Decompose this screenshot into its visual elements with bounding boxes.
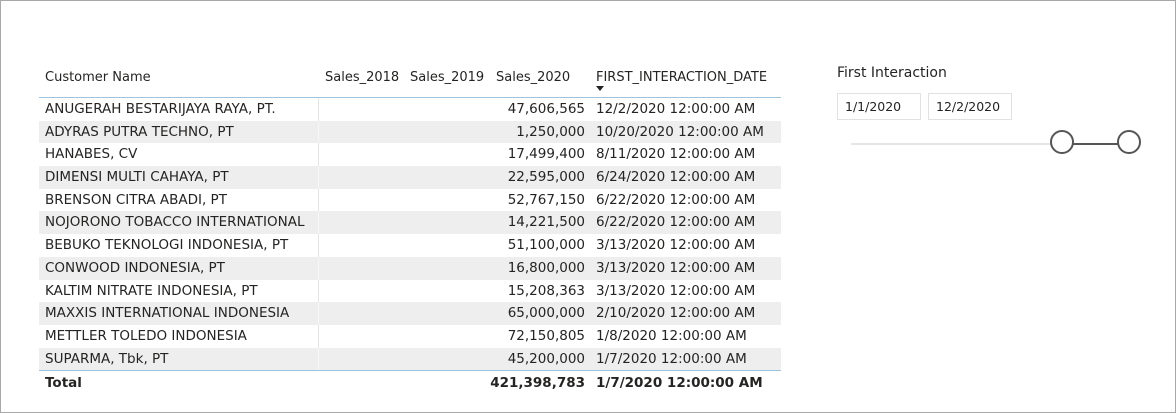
- cell-customer-name: HANABES, CV: [45, 146, 138, 163]
- cell-first-interaction-date: 2/10/2020 12:00:00 AM: [596, 305, 756, 322]
- column-divider: [318, 324, 319, 348]
- cell-sales-2020: 14,221,500: [507, 214, 585, 231]
- table-header: Customer Name Sales_2018 Sales_2019 Sale…: [39, 61, 781, 98]
- cell-sales-2020: 52,767,150: [507, 191, 585, 208]
- column-divider: [318, 234, 319, 257]
- cell-first-interaction-date: 3/13/2020 12:00:00 AM: [596, 259, 756, 276]
- table-row[interactable]: BRENSON CITRA ABADI, PT 52,767,150 6/22/20…: [39, 188, 781, 212]
- total-row: Total 421,398,783 1/7/2020 12:00:00 AM: [39, 370, 781, 395]
- cell-customer-name: METTLER TOLEDO INDONESIA: [45, 327, 247, 344]
- cell-sales-2020: 1,250,000: [516, 123, 585, 140]
- cell-first-interaction-date: 6/22/2020 12:00:00 AM: [596, 214, 756, 231]
- slider-start-handle[interactable]: [1050, 130, 1075, 154]
- cell-first-interaction-date: 6/24/2020 12:00:00 AM: [596, 169, 756, 186]
- table-row[interactable]: CONWOOD INDONESIA, PT 16,800,000 3/13/2020…: [39, 256, 781, 280]
- table-row[interactable]: ANUGERAH BESTARIJAYA RAYA, PT. 47,606,565…: [39, 98, 781, 121]
- cell-customer-name: CONWOOD INDONESIA, PT: [45, 259, 225, 276]
- table-row[interactable]: SUPARMA, Tbk, PT 45,200,000 1/7/2020 12:00…: [39, 347, 781, 371]
- column-divider: [318, 279, 319, 303]
- first-interaction-slicer: First Interaction 1/1/2020 12/2/2020: [837, 65, 1147, 165]
- total-first-interaction-date: 1/7/2020 12:00:00 AM: [596, 375, 763, 392]
- table-row[interactable]: METTLER TOLEDO INDONESIA 72,150,805 1/8/20…: [39, 324, 781, 348]
- cell-customer-name: ANUGERAH BESTARIJAYA RAYA, PT.: [45, 101, 276, 117]
- cell-customer-name: KALTIM NITRATE INDONESIA, PT: [45, 282, 258, 299]
- cell-sales-2020: 45,200,000: [507, 350, 585, 367]
- header-sales-2018[interactable]: Sales_2018: [325, 70, 400, 85]
- table-row[interactable]: BEBUKO TEKNOLOGI INDONESIA, PT 51,100,000…: [39, 234, 781, 257]
- header-sales-2020[interactable]: Sales_2020: [496, 70, 571, 85]
- cell-customer-name: BEBUKO TEKNOLOGI INDONESIA, PT: [45, 237, 289, 254]
- table-row[interactable]: DIMENSI MULTI CAHAYA, PT 22,595,000 6/24/2…: [39, 166, 781, 189]
- cell-sales-2020: 17,499,400: [507, 146, 585, 163]
- cell-customer-name: MAXXIS INTERNATIONAL INDONESIA: [45, 305, 290, 322]
- header-customer-name[interactable]: Customer Name: [45, 70, 151, 85]
- start-date-input[interactable]: 1/1/2020: [837, 93, 921, 120]
- cell-customer-name: SUPARMA, Tbk, PT: [45, 350, 169, 367]
- sort-descending-icon: [596, 86, 604, 91]
- table-body: ANUGERAH BESTARIJAYA RAYA, PT. 47,606,565…: [39, 98, 781, 371]
- cell-sales-2020: 22,595,000: [507, 169, 585, 186]
- column-divider: [318, 347, 319, 371]
- cell-sales-2020: 47,606,565: [507, 101, 585, 117]
- slider-selected-range: [1062, 143, 1129, 145]
- cell-customer-name: ADYRAS PUTRA TECHNO, PT: [45, 123, 234, 140]
- cell-sales-2020: 51,100,000: [507, 237, 585, 254]
- column-divider: [318, 302, 319, 325]
- slider-track[interactable]: [851, 143, 1129, 145]
- cell-first-interaction-date: 12/2/2020 12:00:00 AM: [596, 101, 756, 117]
- cell-first-interaction-date: 3/13/2020 12:00:00 AM: [596, 282, 756, 299]
- column-divider: [318, 120, 319, 144]
- cell-customer-name: BRENSON CITRA ABADI, PT: [45, 191, 227, 208]
- customer-sales-table: Customer Name Sales_2018 Sales_2019 Sale…: [39, 61, 781, 395]
- header-first-interaction-date[interactable]: FIRST_INTERACTION_DATE: [596, 70, 768, 85]
- cell-sales-2020: 16,800,000: [507, 259, 585, 276]
- column-divider: [318, 143, 319, 167]
- cell-first-interaction-date: 3/13/2020 12:00:00 AM: [596, 237, 756, 254]
- header-sales-2019[interactable]: Sales_2019: [410, 70, 485, 85]
- slider-end-handle[interactable]: [1117, 130, 1141, 154]
- cell-first-interaction-date: 1/8/2020 12:00:00 AM: [596, 327, 747, 344]
- cell-first-interaction-date: 1/7/2020 12:00:00 AM: [596, 350, 747, 367]
- cell-sales-2020: 65,000,000: [507, 305, 585, 322]
- total-sales-2020: 421,398,783: [490, 375, 585, 392]
- cell-customer-name: NOJORONO TOBACCO INTERNATIONAL: [45, 214, 305, 231]
- column-divider: [318, 166, 319, 189]
- cell-sales-2020: 15,208,363: [507, 282, 585, 299]
- column-divider: [318, 211, 319, 235]
- cell-first-interaction-date: 6/22/2020 12:00:00 AM: [596, 191, 756, 208]
- slicer-title: First Interaction: [837, 65, 947, 81]
- cell-customer-name: DIMENSI MULTI CAHAYA, PT: [45, 169, 229, 186]
- cell-sales-2020: 72,150,805: [507, 327, 585, 344]
- total-label: Total: [45, 375, 82, 392]
- table-row[interactable]: MAXXIS INTERNATIONAL INDONESIA 65,000,000…: [39, 302, 781, 325]
- table-row[interactable]: NOJORONO TOBACCO INTERNATIONAL 14,221,500…: [39, 211, 781, 235]
- cell-first-interaction-date: 8/11/2020 12:00:00 AM: [596, 146, 756, 163]
- table-row[interactable]: ADYRAS PUTRA TECHNO, PT 1,250,000 10/20/20…: [39, 120, 781, 144]
- column-divider: [318, 188, 319, 212]
- end-date-input[interactable]: 12/2/2020: [928, 93, 1012, 120]
- cell-first-interaction-date: 10/20/2020 12:00:00 AM: [596, 123, 764, 140]
- table-row[interactable]: HANABES, CV 17,499,400 8/11/2020 12:00:00 …: [39, 143, 781, 167]
- column-divider: [318, 98, 319, 121]
- column-divider: [318, 256, 319, 280]
- table-row[interactable]: KALTIM NITRATE INDONESIA, PT 15,208,363 3/…: [39, 279, 781, 303]
